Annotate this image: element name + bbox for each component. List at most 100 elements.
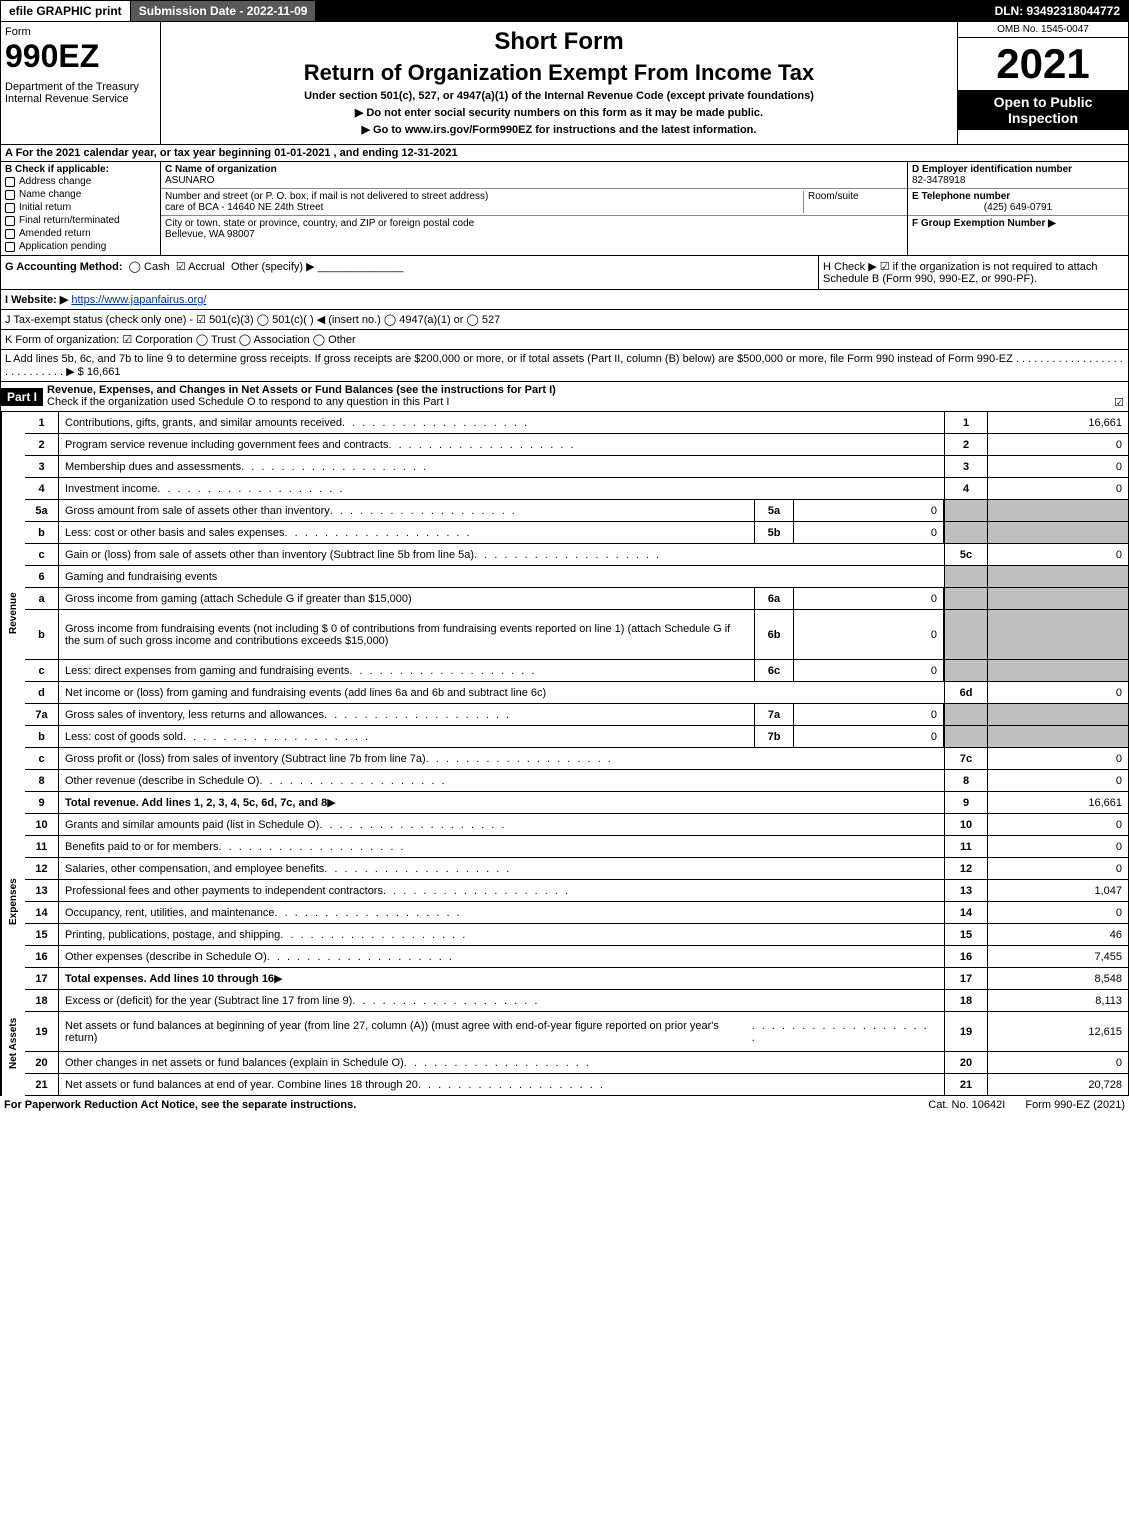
- grey-6c: [944, 660, 988, 681]
- cb-accrual[interactable]: Accrual: [188, 261, 225, 273]
- desc-17: Total expenses. Add lines 10 through 16: [59, 968, 944, 989]
- cb-other[interactable]: Other (specify) ▶: [231, 261, 315, 273]
- line-9: 9 Total revenue. Add lines 1, 2, 3, 4, 5…: [25, 792, 1128, 814]
- rl-10: 10: [944, 814, 988, 835]
- phone-label: E Telephone number: [912, 191, 1124, 202]
- section-b-title: B Check if applicable:: [5, 164, 156, 175]
- rv-12: 0: [988, 858, 1128, 879]
- line-6a: a Gross income from gaming (attach Sched…: [25, 588, 1128, 610]
- org-name: ASUNARO: [165, 175, 903, 186]
- subtitle: Under section 501(c), 527, or 4947(a)(1)…: [165, 90, 953, 102]
- rl-4: 4: [944, 478, 988, 499]
- line-18: 18 Excess or (deficit) for the year (Sub…: [25, 990, 1128, 1012]
- dln: DLN: 93492318044772: [987, 1, 1128, 21]
- line-10: 10 Grants and similar amounts paid (list…: [25, 814, 1128, 836]
- form-header: Form 990EZ Department of the Treasury In…: [0, 22, 1129, 145]
- desc-5c: Gain or (loss) from sale of assets other…: [59, 544, 944, 565]
- line-6c: c Less: direct expenses from gaming and …: [25, 660, 1128, 682]
- desc-15: Printing, publications, postage, and shi…: [59, 924, 944, 945]
- row-j-tax-exempt: J Tax-exempt status (check only one) - ☑…: [0, 310, 1129, 330]
- rl-8: 8: [944, 770, 988, 791]
- website-label: I Website: ▶: [5, 294, 68, 306]
- cb-initial-return[interactable]: Initial return: [5, 201, 156, 214]
- cb-address-change[interactable]: Address change: [5, 175, 156, 188]
- grey-7a-v: [988, 704, 1128, 725]
- header-center: Short Form Return of Organization Exempt…: [161, 22, 958, 144]
- cb-amended-return[interactable]: Amended return: [5, 227, 156, 240]
- cb-name-change[interactable]: Name change: [5, 188, 156, 201]
- desc-6: Gaming and fundraising events: [59, 566, 944, 587]
- rl-18: 18: [944, 990, 988, 1011]
- line-14: 14 Occupancy, rent, utilities, and maint…: [25, 902, 1128, 924]
- rl-16: 16: [944, 946, 988, 967]
- ln-21: 21: [25, 1074, 59, 1095]
- grey-6b-v: [988, 610, 1128, 659]
- line-16: 16 Other expenses (describe in Schedule …: [25, 946, 1128, 968]
- city-label: City or town, state or province, country…: [165, 218, 903, 229]
- ln-6: 6: [25, 566, 59, 587]
- org-address: care of BCA - 14640 NE 24th Street: [165, 202, 803, 213]
- rv-13: 1,047: [988, 880, 1128, 901]
- cb-final-return[interactable]: Final return/terminated: [5, 214, 156, 227]
- rv-19: 12,615: [988, 1012, 1128, 1051]
- grey-7b: [944, 726, 988, 747]
- desc-11: Benefits paid to or for members: [59, 836, 944, 857]
- part-1-label: Part I: [1, 388, 43, 406]
- phone-value: (425) 649-0791: [912, 202, 1124, 213]
- sl-6c: 6c: [754, 660, 794, 681]
- line-1: 1 Contributions, gifts, grants, and simi…: [25, 412, 1128, 434]
- ln-10: 10: [25, 814, 59, 835]
- section-a-tax-year: A For the 2021 calendar year, or tax yea…: [0, 145, 1129, 162]
- desc-4: Investment income: [59, 478, 944, 499]
- form-number: 990EZ: [5, 38, 156, 75]
- desc-20: Other changes in net assets or fund bala…: [59, 1052, 944, 1073]
- rl-6d: 6d: [944, 682, 988, 703]
- rl-20: 20: [944, 1052, 988, 1073]
- sl-6a: 6a: [754, 588, 794, 609]
- return-title: Return of Organization Exempt From Incom…: [165, 60, 953, 86]
- accounting-method: G Accounting Method: ◯ Cash ☑ Accrual Ot…: [1, 256, 818, 289]
- rl-14: 14: [944, 902, 988, 923]
- ln-7b: b: [25, 726, 59, 747]
- line-12: 12 Salaries, other compensation, and emp…: [25, 858, 1128, 880]
- submission-date: Submission Date - 2022-11-09: [131, 1, 317, 21]
- ln-8: 8: [25, 770, 59, 791]
- line-7b: b Less: cost of goods sold 7b 0: [25, 726, 1128, 748]
- desc-7b: Less: cost of goods sold: [59, 726, 754, 747]
- sl-5b: 5b: [754, 522, 794, 543]
- row-k-form-org: K Form of organization: ☑ Corporation ◯ …: [0, 330, 1129, 350]
- ln-7c: c: [25, 748, 59, 769]
- grey-5a-v: [988, 500, 1128, 521]
- goto-link[interactable]: ▶ Go to www.irs.gov/Form990EZ for instru…: [165, 123, 953, 136]
- ln-1: 1: [25, 412, 59, 433]
- sv-6a: 0: [794, 588, 944, 609]
- sv-6c: 0: [794, 660, 944, 681]
- sidebar-revenue: Revenue: [1, 412, 25, 814]
- rv-1: 16,661: [988, 412, 1128, 433]
- sv-6b: 0: [794, 610, 944, 659]
- rv-7c: 0: [988, 748, 1128, 769]
- cb-application-pending[interactable]: Application pending: [5, 240, 156, 253]
- ein-value: 82-3478918: [912, 175, 1124, 186]
- website-link[interactable]: https://www.japanfairus.org/: [71, 294, 206, 306]
- sv-5b: 0: [794, 522, 944, 543]
- line-5a: 5a Gross amount from sale of assets othe…: [25, 500, 1128, 522]
- ln-2: 2: [25, 434, 59, 455]
- rv-11: 0: [988, 836, 1128, 857]
- open-to-public: Open to Public Inspection: [958, 90, 1128, 130]
- top-bar: efile GRAPHIC print Submission Date - 20…: [0, 0, 1129, 22]
- ssn-warning: ▶ Do not enter social security numbers o…: [165, 106, 953, 119]
- cb-cash[interactable]: Cash: [144, 261, 170, 273]
- rv-20: 0: [988, 1052, 1128, 1073]
- org-info-grid: B Check if applicable: Address change Na…: [0, 162, 1129, 256]
- rv-10: 0: [988, 814, 1128, 835]
- desc-12: Salaries, other compensation, and employ…: [59, 858, 944, 879]
- row-g-h: G Accounting Method: ◯ Cash ☑ Accrual Ot…: [0, 256, 1129, 290]
- desc-5b: Less: cost or other basis and sales expe…: [59, 522, 754, 543]
- dept-treasury: Department of the Treasury: [5, 81, 156, 93]
- efile-print-button[interactable]: efile GRAPHIC print: [1, 1, 131, 21]
- line-4: 4 Investment income 4 0: [25, 478, 1128, 500]
- ln-17: 17: [25, 968, 59, 989]
- rl-7c: 7c: [944, 748, 988, 769]
- rv-16: 7,455: [988, 946, 1128, 967]
